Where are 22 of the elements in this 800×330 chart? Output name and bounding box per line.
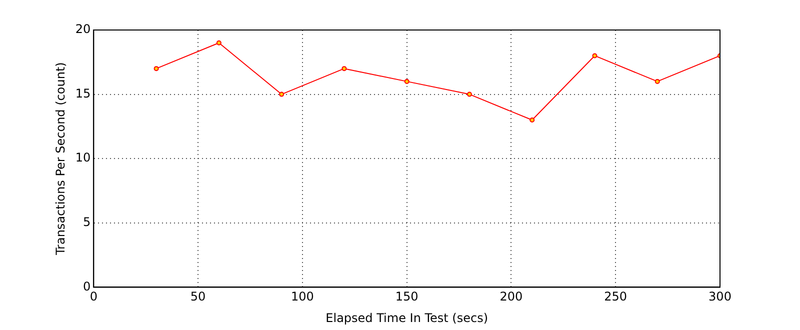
- y-tick-label: 15: [75, 86, 91, 100]
- point: [530, 118, 535, 123]
- point: [592, 53, 598, 58]
- y-tick-label: 5: [83, 215, 91, 230]
- point: [216, 40, 222, 46]
- point: [466, 92, 472, 97]
- y-axis-title: Transactions Per Second (count): [53, 62, 68, 256]
- y-tick-label: 20: [75, 22, 91, 36]
- point: [279, 92, 284, 97]
- point: [154, 66, 159, 72]
- x-tick-label: 50: [190, 290, 206, 304]
- x-tick-label: 200: [500, 290, 523, 304]
- x-tick-label: 150: [395, 290, 418, 304]
- y-tick-label: 0: [83, 279, 91, 294]
- x-tick-label: 250: [604, 290, 628, 304]
- y-tick-label: 10: [75, 150, 91, 165]
- x-axis-title: Elapsed Time In Test (secs): [326, 310, 488, 325]
- x-tick-label: 100: [290, 290, 314, 304]
- point: [404, 78, 410, 84]
- point: [342, 66, 347, 72]
- x-tick-label: 300: [708, 290, 732, 304]
- point: [654, 78, 660, 84]
